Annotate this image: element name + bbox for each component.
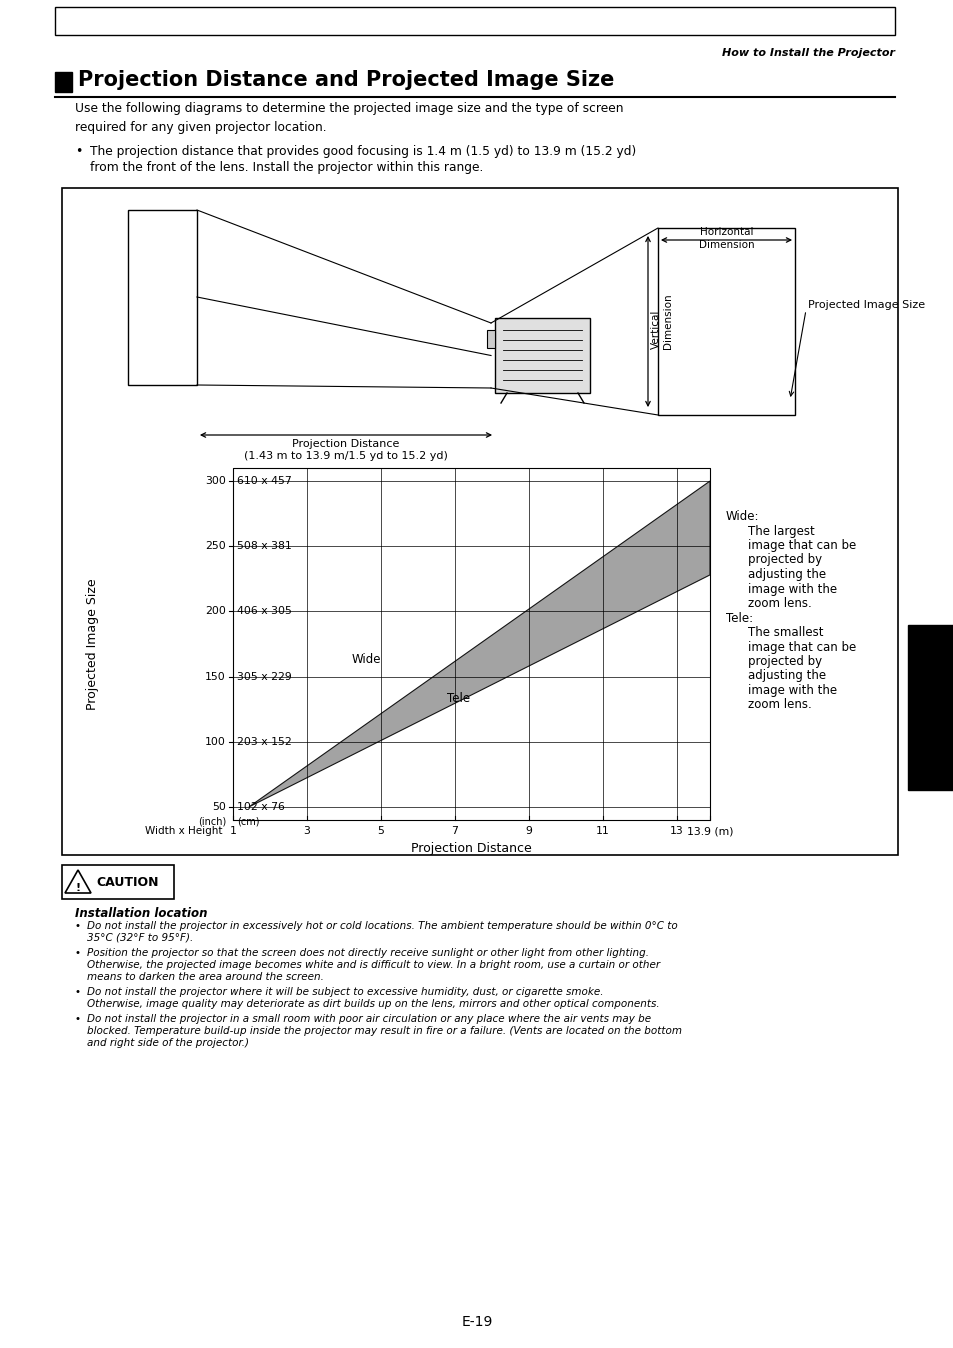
Text: •: • (75, 921, 81, 931)
Text: 1: 1 (230, 826, 236, 836)
Text: 7: 7 (451, 826, 457, 836)
Text: Use the following diagrams to determine the projected image size and the type of: Use the following diagrams to determine … (75, 102, 623, 133)
Text: 203 x 152: 203 x 152 (236, 737, 292, 747)
Text: 508 x 381: 508 x 381 (236, 542, 292, 551)
Text: blocked. Temperature build-up inside the projector may result in fire or a failu: blocked. Temperature build-up inside the… (87, 1026, 681, 1037)
Text: adjusting the: adjusting the (747, 670, 825, 682)
Text: 11: 11 (596, 826, 609, 836)
Text: means to darken the area around the screen.: means to darken the area around the scre… (87, 972, 323, 981)
Text: Wide: Wide (351, 654, 380, 666)
Text: from the front of the lens. Install the projector within this range.: from the front of the lens. Install the … (90, 160, 483, 174)
Text: 200: 200 (205, 607, 226, 616)
Text: (cm): (cm) (236, 817, 259, 826)
Text: projected by: projected by (747, 554, 821, 566)
Text: zoom lens.: zoom lens. (747, 698, 811, 712)
Text: 305 x 229: 305 x 229 (236, 671, 292, 682)
Text: 150: 150 (205, 671, 226, 682)
Text: Do not install the projector in a small room with poor air circulation or any pl: Do not install the projector in a small … (87, 1014, 651, 1024)
Text: Tele: Tele (447, 693, 470, 705)
Text: Projection Distance: Projection Distance (292, 439, 399, 449)
Text: Installation location: Installation location (75, 907, 208, 919)
Text: Projected Image Size: Projected Image Size (87, 578, 99, 710)
Text: E-19: E-19 (461, 1316, 492, 1329)
Bar (55, 71, 71, 92)
Text: (inch): (inch) (197, 817, 226, 826)
Text: (1.43 m to 13.9 m/1.5 yd to 15.2 yd): (1.43 m to 13.9 m/1.5 yd to 15.2 yd) (244, 452, 448, 461)
Text: 5: 5 (377, 826, 384, 836)
Text: Do not install the projector in excessively hot or cold locations. The ambient t: Do not install the projector in excessiv… (87, 921, 677, 931)
Text: Width x Height: Width x Height (146, 826, 223, 836)
Text: Otherwise, image quality may deteriorate as dirt builds up on the lens, mirrors : Otherwise, image quality may deteriorate… (87, 999, 659, 1010)
Text: image with the: image with the (747, 582, 836, 596)
Text: 406 x 305: 406 x 305 (236, 607, 292, 616)
Bar (62, 187, 897, 855)
Text: image with the: image with the (747, 683, 836, 697)
Text: 13.9 (m): 13.9 (m) (686, 826, 733, 836)
Bar (62, 865, 173, 899)
Text: and right side of the projector.): and right side of the projector.) (87, 1038, 249, 1047)
Bar (55, 7, 894, 35)
Bar (486, 330, 495, 348)
Bar (658, 228, 794, 415)
Text: 13: 13 (669, 826, 683, 836)
Bar (233, 468, 709, 820)
Text: The largest: The largest (747, 524, 814, 538)
Text: 3: 3 (303, 826, 310, 836)
Text: 102 x 76: 102 x 76 (236, 802, 285, 811)
Text: zoom lens.: zoom lens. (747, 597, 811, 611)
Text: image that can be: image that can be (747, 640, 856, 654)
Text: The smallest: The smallest (747, 625, 822, 639)
Text: 35°C (32°F to 95°F).: 35°C (32°F to 95°F). (87, 933, 193, 944)
Text: •: • (75, 948, 81, 958)
Text: image that can be: image that can be (747, 539, 856, 551)
Text: Do not install the projector where it will be subject to excessive humidity, dus: Do not install the projector where it wi… (87, 987, 603, 998)
Text: •: • (75, 1014, 81, 1024)
Text: !: ! (75, 883, 80, 892)
Text: 100: 100 (205, 737, 226, 747)
Text: Dimension: Dimension (698, 240, 754, 249)
Bar (907, 625, 953, 790)
Text: Position the projector so that the screen does not directly receive sunlight or : Position the projector so that the scree… (87, 948, 648, 958)
Text: Projection Distance and Projected Image Size: Projection Distance and Projected Image … (78, 70, 614, 90)
Text: The projection distance that provides good focusing is 1.4 m (1.5 yd) to 13.9 m : The projection distance that provides go… (90, 146, 636, 158)
Text: •: • (75, 146, 82, 158)
Text: Otherwise, the projected image becomes white and is difficult to view. In a brig: Otherwise, the projected image becomes w… (87, 960, 659, 971)
Text: Projected Image Size: Projected Image Size (807, 301, 924, 310)
Text: •: • (75, 987, 81, 998)
Text: projected by: projected by (747, 655, 821, 669)
Text: 300: 300 (205, 476, 226, 487)
Text: CAUTION: CAUTION (96, 876, 158, 890)
Text: Tele:: Tele: (725, 612, 752, 624)
Text: Projection Distance: Projection Distance (411, 842, 532, 855)
Text: 250: 250 (205, 542, 226, 551)
Text: 9: 9 (525, 826, 532, 836)
Bar (128, 210, 196, 386)
Text: Vertical
Dimension: Vertical Dimension (650, 293, 673, 349)
Text: How to Install the Projector: How to Install the Projector (721, 49, 894, 58)
Text: 610 x 457: 610 x 457 (236, 476, 292, 487)
Text: adjusting the: adjusting the (747, 568, 825, 581)
Polygon shape (65, 869, 91, 892)
Text: Horizontal: Horizontal (699, 226, 753, 237)
Bar (495, 318, 589, 394)
Polygon shape (249, 481, 709, 807)
Text: Wide:: Wide: (725, 510, 759, 523)
Text: 50: 50 (212, 802, 226, 811)
